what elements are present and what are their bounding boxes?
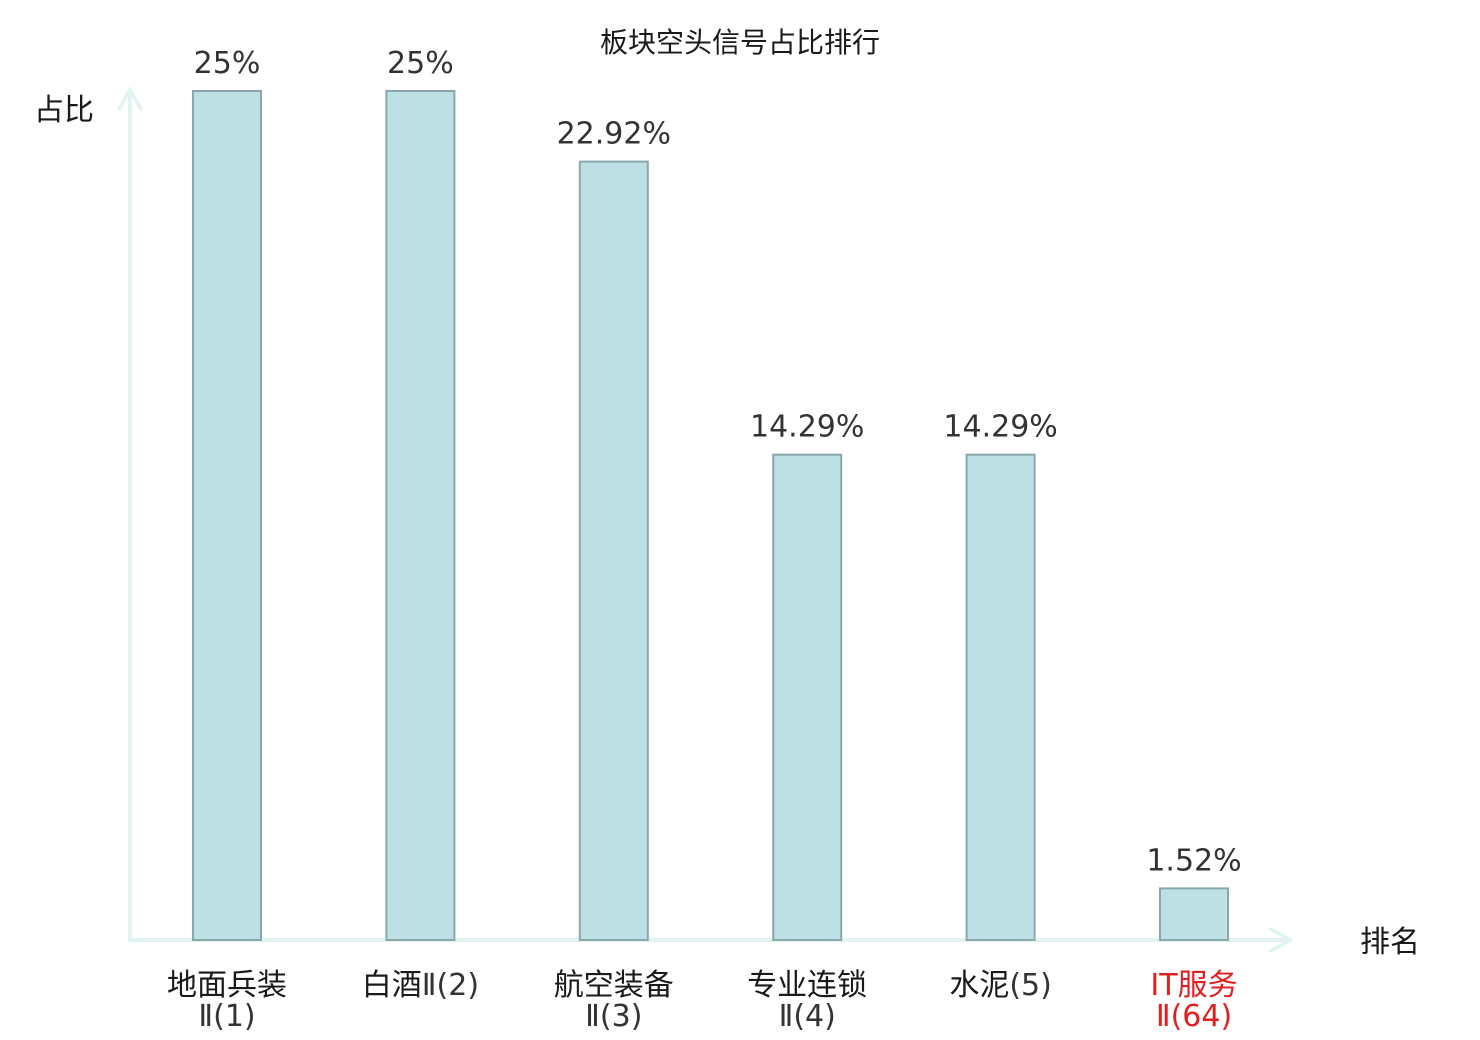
category-label-2: 白酒Ⅱ(2) xyxy=(362,968,479,1003)
bar-3 xyxy=(578,160,649,942)
category-rank-6: Ⅱ(64) xyxy=(1156,999,1232,1034)
bar-4 xyxy=(772,453,843,941)
category-label-1: 地面兵装 xyxy=(167,968,287,1003)
value-label-1: 25% xyxy=(194,46,261,81)
category-label-6: IT服务 xyxy=(1150,968,1237,1003)
category-label-4: 专业连锁 xyxy=(747,968,867,1003)
bars-group xyxy=(192,90,1229,942)
category-rank-1: Ⅱ(1) xyxy=(198,999,255,1034)
value-label-5: 14.29% xyxy=(943,410,1057,445)
category-rank-3: Ⅱ(3) xyxy=(585,999,642,1034)
bar-5 xyxy=(965,453,1036,941)
value-label-3: 22.92% xyxy=(557,117,671,152)
bar-6 xyxy=(1159,887,1229,942)
x-axis-label: 排名 xyxy=(1360,925,1420,960)
value-label-4: 14.29% xyxy=(750,410,864,445)
category-label-3: 航空装备 xyxy=(554,968,674,1003)
value-labels-group: 25% 25% 22.92% 14.29% 14.29% 1.52% xyxy=(194,46,1242,878)
y-axis-label: 占比 xyxy=(34,93,94,128)
value-label-6: 1.52% xyxy=(1146,843,1241,878)
value-label-2: 25% xyxy=(387,46,454,81)
chart-title: 板块空头信号占比排行 xyxy=(600,26,880,59)
category-rank-4: Ⅱ(4) xyxy=(779,999,836,1034)
bar-1 xyxy=(192,90,262,941)
category-label-5: 水泥(5) xyxy=(949,968,1052,1003)
bar-2 xyxy=(385,90,456,941)
